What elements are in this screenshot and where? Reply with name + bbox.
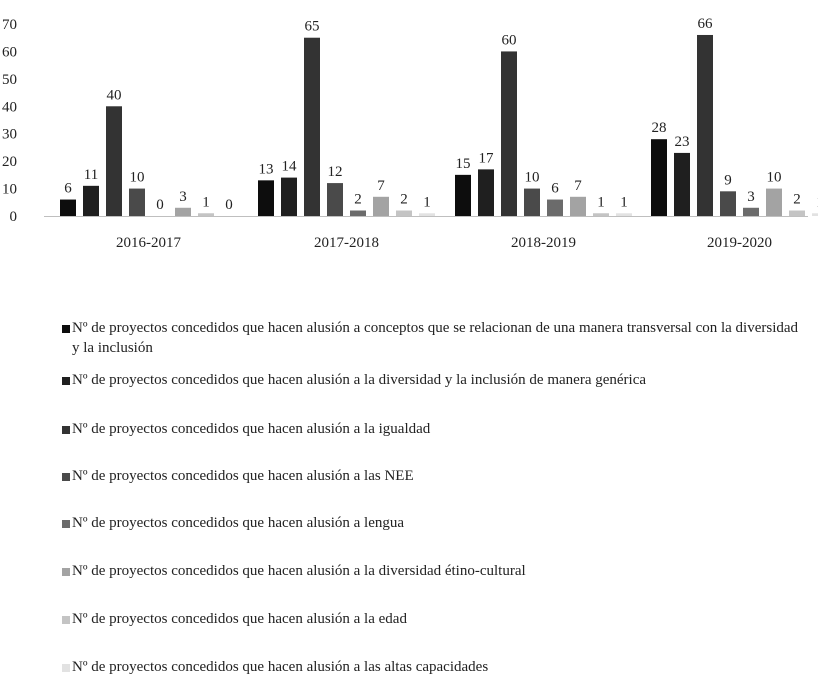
legend-label: Nº de proyectos concedidos que hacen alu…: [72, 320, 799, 356]
legend-swatch: [62, 664, 70, 672]
data-label: 6: [64, 181, 72, 197]
bar: [373, 196, 389, 216]
legend-label: Nº de proyectos concedidos que hacen alu…: [72, 372, 647, 388]
x-tick-label: 2017-2018: [314, 235, 379, 251]
x-tick-label: 2016-2017: [116, 235, 181, 251]
y-tick-label: 40: [2, 99, 17, 115]
data-label: 2: [354, 192, 362, 208]
data-label: 1: [423, 194, 431, 210]
data-label: 14: [282, 159, 298, 175]
legend-swatch: [62, 473, 70, 481]
legend-label: Nº de proyectos concedidos que hacen alu…: [72, 659, 489, 675]
bar: [501, 51, 517, 216]
data-label: 17: [479, 150, 495, 166]
data-label: 23: [675, 134, 690, 150]
data-label: 7: [377, 178, 385, 194]
bar: [60, 199, 76, 216]
data-label: 40: [107, 87, 122, 103]
legend-label: Nº de proyectos concedidos que hacen alu…: [72, 515, 405, 531]
bar: [396, 210, 412, 216]
data-label: 10: [130, 170, 145, 186]
bar: [697, 34, 713, 216]
data-label: 6: [551, 181, 559, 197]
data-label: 60: [502, 32, 517, 48]
bar: [743, 207, 759, 216]
bar: [651, 139, 667, 216]
data-label: 12: [328, 164, 343, 180]
legend-item: Nº de proyectos concedidos que hacen alu…: [62, 561, 526, 581]
legend-swatch: [62, 568, 70, 576]
bar: [674, 152, 690, 216]
legend-swatch: [62, 325, 70, 333]
data-label: 7: [574, 178, 582, 194]
bar: [812, 213, 818, 216]
legend-swatch: [62, 616, 70, 624]
bar: [616, 213, 632, 216]
y-tick-label: 50: [2, 72, 17, 88]
data-label: 28: [652, 120, 667, 136]
bar: [304, 37, 320, 216]
legend-label: Nº de proyectos concedidos que hacen alu…: [72, 468, 414, 484]
bar: [198, 213, 214, 216]
legend-label: Nº de proyectos concedidos que hacen alu…: [72, 563, 526, 579]
legend-swatch: [62, 377, 70, 385]
y-tick-label: 0: [10, 209, 18, 225]
legend-item: Nº de proyectos concedidos que hacen alu…: [62, 318, 802, 358]
data-label: 0: [156, 197, 164, 213]
bar: [455, 174, 471, 216]
bar: [106, 106, 122, 216]
y-tick-label: 30: [2, 127, 17, 143]
data-label: 3: [179, 189, 187, 205]
data-label: 13: [259, 161, 274, 177]
legend-label: Nº de proyectos concedidos que hacen alu…: [72, 611, 407, 627]
data-label: 1: [816, 194, 818, 210]
legend-label: Nº de proyectos concedidos que hacen alu…: [72, 421, 431, 437]
bar: [766, 188, 782, 216]
data-label: 11: [84, 167, 98, 183]
data-label: 9: [724, 172, 732, 188]
y-tick-label: 20: [2, 154, 17, 170]
legend-swatch: [62, 520, 70, 528]
legend-item: Nº de proyectos concedidos que hacen alu…: [62, 466, 414, 486]
bar: [83, 185, 99, 216]
legend-item: Nº de proyectos concedidos que hacen alu…: [62, 513, 404, 533]
bar: [593, 213, 609, 216]
x-tick-label: 2018-2019: [511, 235, 576, 251]
bar: [419, 213, 435, 216]
data-label: 10: [525, 170, 540, 186]
data-label: 65: [305, 19, 320, 35]
x-tick-label: 2019-2020: [707, 235, 772, 251]
bar: [547, 199, 563, 216]
bar: [350, 210, 366, 216]
data-label: 2: [400, 192, 408, 208]
legend-item: Nº de proyectos concedidos que hacen alu…: [62, 419, 430, 439]
bar: [570, 196, 586, 216]
bar: [129, 188, 145, 216]
legend-item: Nº de proyectos concedidos que hacen alu…: [62, 609, 407, 629]
data-label: 10: [767, 170, 782, 186]
bar: [789, 210, 805, 216]
bar: [524, 188, 540, 216]
bar: [175, 207, 191, 216]
data-label: 3: [747, 189, 755, 205]
legend-item: Nº de proyectos concedidos que hacen alu…: [62, 657, 488, 677]
data-label: 1: [597, 194, 605, 210]
bar: [478, 169, 494, 216]
legend-swatch: [62, 426, 70, 434]
data-label: 0: [225, 197, 233, 213]
data-label: 2: [793, 192, 801, 208]
data-label: 1: [620, 194, 628, 210]
y-tick-label: 10: [2, 182, 17, 198]
y-tick-label: 70: [2, 17, 17, 33]
bar: [327, 183, 343, 216]
bar: [281, 177, 297, 216]
legend-item: Nº de proyectos concedidos que hacen alu…: [62, 370, 646, 390]
y-tick-label: 60: [2, 44, 17, 60]
data-label: 1: [202, 194, 210, 210]
bar: [720, 191, 736, 216]
data-label: 66: [698, 16, 714, 32]
data-label: 15: [456, 156, 471, 172]
bar: [258, 180, 274, 216]
